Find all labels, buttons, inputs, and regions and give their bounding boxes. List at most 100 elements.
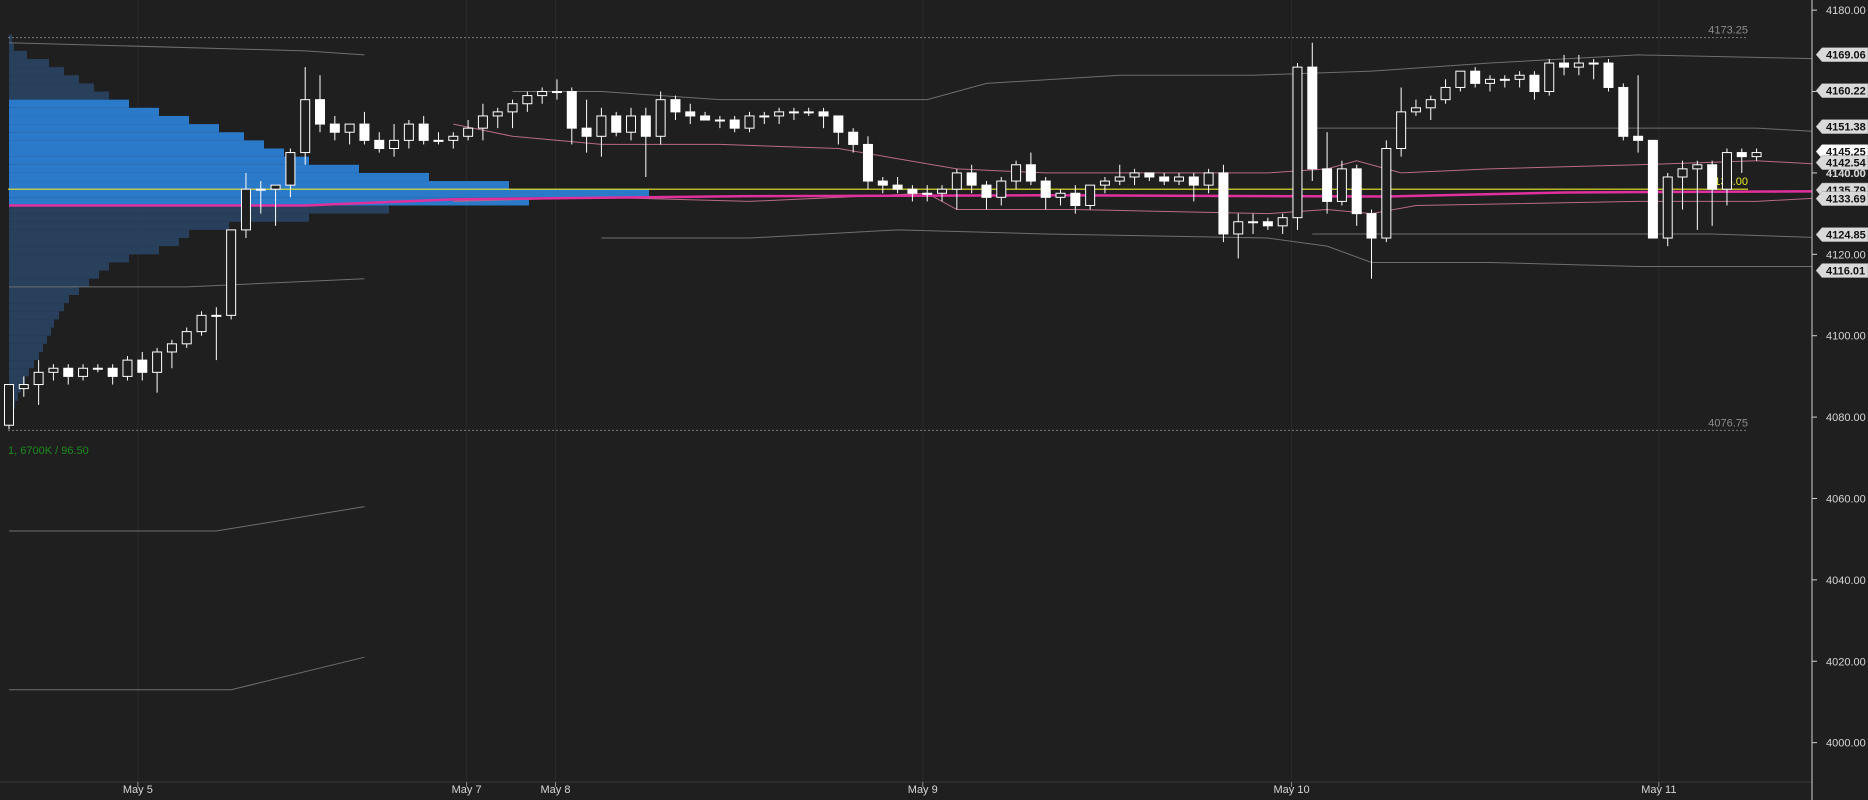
candle[interactable] bbox=[1292, 63, 1303, 230]
candle[interactable] bbox=[892, 176, 903, 194]
candle[interactable] bbox=[1677, 160, 1688, 210]
candle[interactable] bbox=[1114, 164, 1125, 186]
candle[interactable] bbox=[626, 107, 637, 141]
price-tag[interactable]: 4116.01 bbox=[1815, 263, 1868, 278]
candle[interactable] bbox=[537, 87, 548, 104]
candle[interactable] bbox=[152, 347, 163, 393]
candle[interactable] bbox=[18, 376, 29, 397]
candle[interactable] bbox=[1336, 160, 1347, 206]
candle[interactable] bbox=[937, 185, 948, 202]
candle[interactable] bbox=[1588, 58, 1599, 80]
candle[interactable] bbox=[1366, 209, 1377, 279]
candle[interactable] bbox=[1559, 54, 1570, 76]
candle[interactable] bbox=[226, 229, 237, 320]
candle[interactable] bbox=[922, 185, 933, 202]
candle[interactable] bbox=[433, 132, 444, 145]
candle[interactable] bbox=[448, 132, 459, 149]
candle[interactable] bbox=[1603, 58, 1614, 92]
candle[interactable] bbox=[329, 115, 340, 141]
candle[interactable] bbox=[596, 107, 607, 157]
candle[interactable] bbox=[255, 181, 266, 214]
candles[interactable] bbox=[4, 42, 1762, 430]
candle[interactable] bbox=[63, 364, 74, 385]
candle[interactable] bbox=[1425, 95, 1436, 121]
candle[interactable] bbox=[1544, 58, 1555, 96]
price-tag[interactable]: 4133.69 bbox=[1815, 191, 1868, 206]
candle[interactable] bbox=[551, 79, 562, 100]
candle[interactable] bbox=[4, 384, 14, 430]
candle[interactable] bbox=[1647, 139, 1658, 239]
candle[interactable] bbox=[522, 91, 533, 112]
date-label[interactable]: May 9 bbox=[908, 784, 938, 796]
candle[interactable] bbox=[1662, 172, 1673, 247]
time-axis[interactable]: May 5 May 7 May 8 May 9 May 10 May 11 bbox=[123, 782, 1677, 796]
candle[interactable] bbox=[1099, 176, 1110, 194]
candle[interactable] bbox=[1351, 164, 1362, 226]
candle[interactable] bbox=[78, 364, 89, 381]
candle[interactable] bbox=[492, 107, 503, 129]
candle[interactable] bbox=[1025, 152, 1036, 186]
candle[interactable] bbox=[996, 176, 1007, 206]
candle[interactable] bbox=[359, 111, 370, 145]
candle[interactable] bbox=[951, 168, 962, 210]
candle[interactable] bbox=[285, 148, 296, 198]
candle[interactable] bbox=[877, 176, 888, 194]
candle[interactable] bbox=[1410, 99, 1421, 116]
candle[interactable] bbox=[1040, 176, 1051, 210]
candle[interactable] bbox=[92, 364, 103, 373]
candle[interactable] bbox=[1485, 75, 1495, 92]
candle[interactable] bbox=[1633, 75, 1644, 153]
candle[interactable] bbox=[833, 115, 844, 145]
candle[interactable] bbox=[107, 364, 118, 385]
candle[interactable] bbox=[640, 107, 651, 177]
candle[interactable] bbox=[240, 172, 251, 239]
candle[interactable] bbox=[1470, 67, 1481, 88]
candle[interactable] bbox=[403, 120, 414, 149]
candle[interactable] bbox=[774, 107, 785, 125]
date-label[interactable]: May 11 bbox=[1641, 784, 1676, 796]
candle[interactable] bbox=[1322, 132, 1333, 214]
candle[interactable] bbox=[862, 136, 873, 190]
candle[interactable] bbox=[137, 351, 148, 381]
candle[interactable] bbox=[315, 75, 326, 133]
candle[interactable] bbox=[1203, 168, 1214, 194]
candle[interactable] bbox=[1277, 213, 1288, 234]
candle[interactable] bbox=[759, 111, 770, 125]
candle[interactable] bbox=[818, 107, 829, 129]
candle[interactable] bbox=[1529, 71, 1540, 100]
candle[interactable] bbox=[1455, 70, 1466, 92]
price-axis[interactable]: 4180.004160.004140.004120.004100.004080.… bbox=[1811, 0, 1868, 800]
date-label[interactable]: May 10 bbox=[1274, 784, 1310, 796]
candle[interactable] bbox=[344, 123, 355, 145]
candle[interactable] bbox=[48, 364, 59, 381]
price-tag[interactable]: 4142.54 bbox=[1815, 155, 1868, 170]
date-label[interactable]: May 7 bbox=[452, 784, 482, 796]
candle[interactable] bbox=[389, 124, 400, 157]
candle[interactable] bbox=[196, 311, 207, 336]
price-tag[interactable]: 4160.22 bbox=[1815, 83, 1868, 98]
candle[interactable] bbox=[1173, 172, 1184, 186]
candle[interactable] bbox=[907, 185, 918, 202]
candle[interactable] bbox=[507, 99, 518, 129]
candle[interactable] bbox=[463, 120, 474, 141]
candle[interactable] bbox=[1011, 160, 1022, 190]
price-tag[interactable]: 4151.38 bbox=[1815, 119, 1868, 134]
candle[interactable] bbox=[1396, 87, 1407, 157]
candle[interactable] bbox=[1188, 172, 1199, 202]
candle[interactable] bbox=[788, 107, 799, 121]
candle[interactable] bbox=[166, 339, 177, 369]
candle[interactable] bbox=[685, 103, 696, 125]
candle[interactable] bbox=[729, 115, 740, 133]
candle[interactable] bbox=[33, 360, 44, 405]
candle[interactable] bbox=[1573, 54, 1584, 76]
candle[interactable] bbox=[1129, 168, 1140, 186]
price-tag[interactable]: 4169.06 bbox=[1815, 47, 1868, 62]
candle[interactable] bbox=[744, 111, 755, 133]
candle[interactable] bbox=[211, 307, 222, 361]
candle[interactable] bbox=[966, 164, 977, 194]
candle[interactable] bbox=[270, 184, 281, 226]
candle[interactable] bbox=[181, 327, 192, 348]
candle[interactable] bbox=[1707, 160, 1718, 226]
candle[interactable] bbox=[1514, 71, 1525, 88]
